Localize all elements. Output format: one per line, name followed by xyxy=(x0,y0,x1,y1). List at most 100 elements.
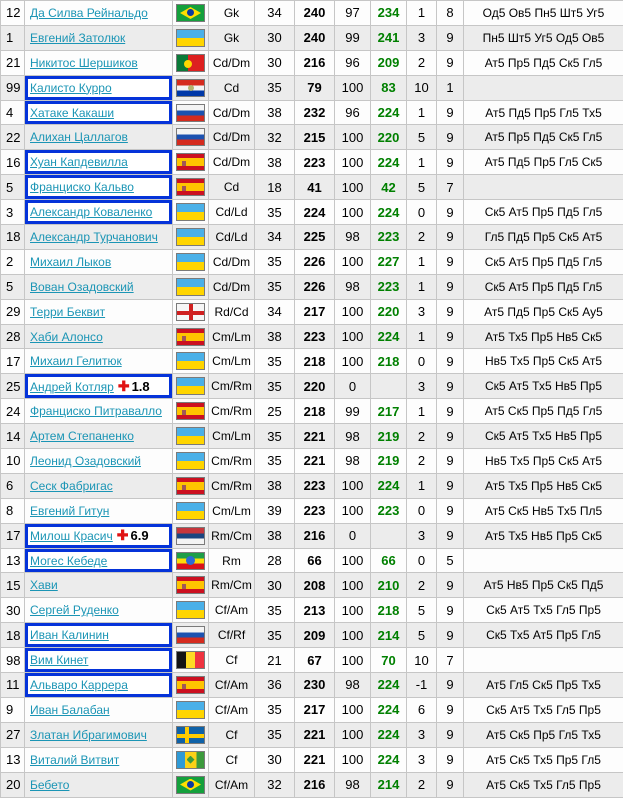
player-shirt-number: 21 xyxy=(1,50,25,75)
specialties-list: Ат5 Пд5 Пр5 Ск5 Ау5 xyxy=(464,299,623,324)
player-name-link[interactable]: Никитос Шершиков xyxy=(30,56,138,70)
player-name-link[interactable]: Сеск Фабригас xyxy=(30,479,113,493)
country-flag-icon xyxy=(176,328,205,346)
base-skill-value: 41 xyxy=(295,175,335,200)
player-name-link[interactable]: Франциско Кальво xyxy=(30,180,134,194)
age: 35 xyxy=(255,274,295,299)
player-name-link[interactable]: Вим Кинет xyxy=(30,653,88,667)
player-name-link[interactable]: Алихан Цаллагов xyxy=(30,130,128,144)
player-name-link[interactable]: Леонид Озадовский xyxy=(30,454,141,468)
specialties-list: Ат5 Ск5 Пр5 Пд5 Гл5 xyxy=(464,399,623,424)
player-name-link[interactable]: Михаил Лыков xyxy=(30,255,111,269)
player-name-link[interactable]: Хаби Алонсо xyxy=(30,330,103,344)
position: Cd/Dm xyxy=(209,274,255,299)
player-name-link[interactable]: Сергей Руденко xyxy=(30,603,119,617)
position: Cm/Lm xyxy=(209,349,255,374)
player-name-link[interactable]: Терри Беквит xyxy=(30,305,105,319)
table-row: 10 Леонид Озадовский Cm/Rm 35 221 98 219… xyxy=(1,449,623,474)
player-name-link[interactable]: Калисто Курро xyxy=(30,81,112,95)
player-name-link[interactable]: Иван Калинин xyxy=(30,628,109,642)
morale-value: 9 xyxy=(437,50,464,75)
skill-delta: 1 xyxy=(407,249,437,274)
player-name-link[interactable]: Хави xyxy=(30,578,58,592)
player-name-link[interactable]: Бебето xyxy=(30,778,69,792)
age: 34 xyxy=(255,1,295,26)
player-name-link[interactable]: Златан Ибрагимович xyxy=(30,728,147,742)
player-name-link[interactable]: Хатаке Какаши xyxy=(30,106,114,120)
player-name-cell: Калисто Курро xyxy=(25,75,173,100)
base-skill-value: 216 xyxy=(295,523,335,548)
morale-value: 7 xyxy=(437,175,464,200)
current-skill-value: 218 xyxy=(371,598,407,623)
specialties-list: Ат5 Ск5 Нв5 Тх5 Пл5 xyxy=(464,498,623,523)
player-shirt-number: 20 xyxy=(1,772,25,797)
specialties-list: Ск5 Тх5 Ат5 Пр5 Гл5 xyxy=(464,623,623,648)
player-name-link[interactable]: Евгений Гитун xyxy=(30,504,109,518)
morale-value: 9 xyxy=(437,274,464,299)
morale-value: 9 xyxy=(437,299,464,324)
country-flag-icon xyxy=(176,502,205,520)
player-name-link[interactable]: Вован Озадовский xyxy=(30,280,134,294)
fitness-percent: 96 xyxy=(335,50,371,75)
specialties-list xyxy=(464,548,623,573)
current-skill-value: 219 xyxy=(371,424,407,449)
morale-value: 9 xyxy=(437,697,464,722)
base-skill-value: 216 xyxy=(295,772,335,797)
player-name-link[interactable]: Андрей Котляр xyxy=(30,380,114,394)
specialties-list: Од5 Ов5 Пн5 Шт5 Уг5 xyxy=(464,1,623,26)
country-flag-icon xyxy=(176,452,205,470)
player-name-link[interactable]: Милош Красич xyxy=(30,529,113,543)
age: 35 xyxy=(255,349,295,374)
player-name-link[interactable]: Александр Турчанович xyxy=(30,230,158,244)
player-shirt-number: 5 xyxy=(1,175,25,200)
player-shirt-number: 18 xyxy=(1,225,25,250)
specialties-list: Ат5 Пд5 Пр5 Гл5 Тх5 xyxy=(464,100,623,125)
player-name-link[interactable]: Хуан Капдевилла xyxy=(30,155,128,169)
player-name-link[interactable]: Артем Степаненко xyxy=(30,429,134,443)
specialties-list: Ск5 Ат5 Пр5 Пд5 Гл5 xyxy=(464,249,623,274)
base-skill-value: 218 xyxy=(295,399,335,424)
age: 38 xyxy=(255,100,295,125)
fitness-percent: 98 xyxy=(335,673,371,698)
morale-value: 9 xyxy=(437,125,464,150)
player-name-link[interactable]: Иван Балабан xyxy=(30,703,110,717)
player-name-link[interactable]: Альваро Каррера xyxy=(30,678,128,692)
current-skill-value: 42 xyxy=(371,175,407,200)
age: 35 xyxy=(255,249,295,274)
fitness-percent: 0 xyxy=(335,523,371,548)
specialties-list: Ск5 Ат5 Пр5 Пд5 Гл5 xyxy=(464,200,623,225)
current-skill-value: 83 xyxy=(371,75,407,100)
position: Cm/Rm xyxy=(209,473,255,498)
morale-value: 9 xyxy=(437,449,464,474)
current-skill-value: 224 xyxy=(371,324,407,349)
table-row: 5 Вован Озадовский Cd/Dm 35 226 98 223 1… xyxy=(1,274,623,299)
morale-value: 9 xyxy=(437,150,464,175)
flag-cell xyxy=(173,648,209,673)
player-name-link[interactable]: Франциско Питравалло xyxy=(30,404,162,418)
flag-cell xyxy=(173,200,209,225)
skill-delta: 3 xyxy=(407,523,437,548)
player-name-link[interactable]: Евгений Затолюк xyxy=(30,31,125,45)
player-name-link[interactable]: Виталий Витвит xyxy=(30,753,119,767)
player-name-link[interactable]: Александр Коваленко xyxy=(30,205,152,219)
flag-cell xyxy=(173,349,209,374)
country-flag-icon xyxy=(176,527,205,545)
flag-cell xyxy=(173,399,209,424)
player-name-cell: Леонид Озадовский xyxy=(25,449,173,474)
skill-delta: 3 xyxy=(407,374,437,399)
position: Cd/Dm xyxy=(209,125,255,150)
age: 35 xyxy=(255,623,295,648)
flag-cell xyxy=(173,274,209,299)
skill-delta: 1 xyxy=(407,100,437,125)
current-skill-value: 220 xyxy=(371,299,407,324)
player-name-link[interactable]: Могес Кебеде xyxy=(30,554,107,568)
base-skill-value: 224 xyxy=(295,200,335,225)
flag-cell xyxy=(173,473,209,498)
position: Cd/Ld xyxy=(209,225,255,250)
flag-cell xyxy=(173,25,209,50)
player-name-link[interactable]: Михаил Гелитюк xyxy=(30,354,122,368)
player-name-cell: Златан Ибрагимович xyxy=(25,722,173,747)
player-name-link[interactable]: Да Силва Рейнальдо xyxy=(30,6,148,20)
base-skill-value: 221 xyxy=(295,722,335,747)
fitness-percent: 98 xyxy=(335,424,371,449)
